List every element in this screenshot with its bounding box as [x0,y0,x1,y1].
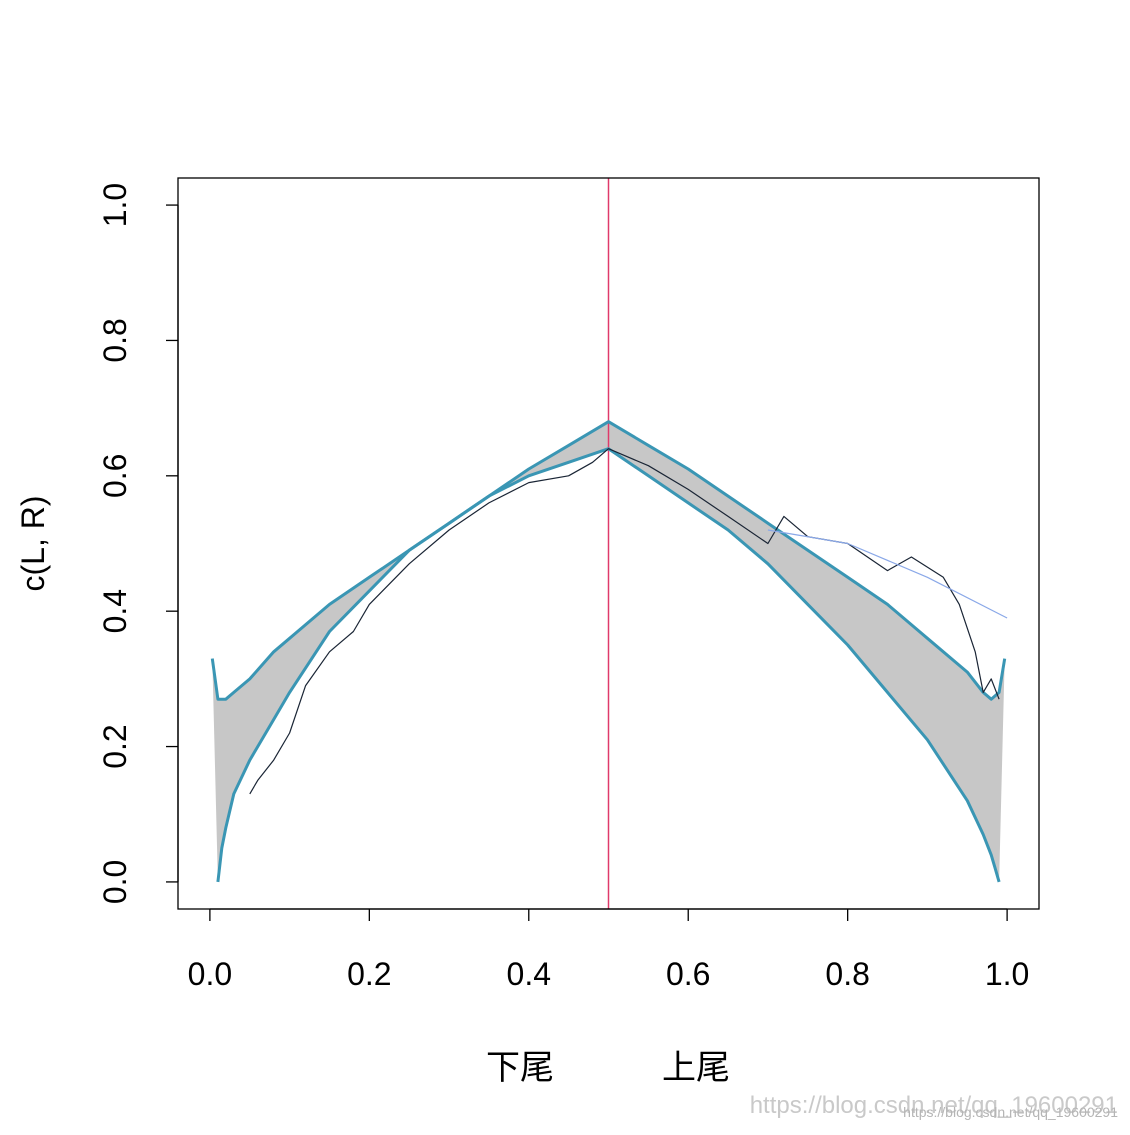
x-tick-label: 0.2 [347,956,391,992]
series-line-reference [767,529,1008,619]
y-tick-label: 1.0 [97,183,133,227]
y-tick-label: 0.0 [97,860,133,904]
y-tick-label: 0.4 [97,589,133,633]
x-tick-label: 0.6 [666,956,710,992]
series-line-lower-envelope [216,447,1001,883]
watermark-small: https://blog.csdn.net/qq_19600291 [903,1104,1118,1120]
watermark-large: https://blog.csdn.net/qq_19600291 [749,1092,1118,1119]
x-group-label-lower: 下尾 [486,1048,554,1088]
x-group-label-upper: 上尾 [662,1048,730,1088]
y-tick-label: 0.8 [97,318,133,362]
y-axis-label: c(L, R) [15,496,51,592]
x-tick-label: 0.8 [825,956,869,992]
series-line-upper-envelope [210,420,1007,701]
x-tick-label: 0.0 [188,956,232,992]
x-tick-label: 0.4 [507,956,551,992]
series-line-observed [249,448,1000,795]
y-tick-label: 0.2 [97,724,133,768]
x-tick-label: 1.0 [985,956,1029,992]
y-tick-label: 0.6 [97,454,133,498]
